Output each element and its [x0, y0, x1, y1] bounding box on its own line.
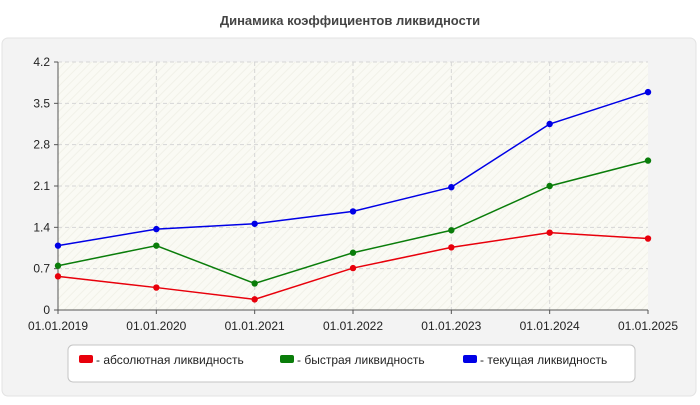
legend-label: - абсолютная ликвидность: [96, 353, 244, 367]
data-point: [54, 273, 62, 280]
data-point: [54, 242, 62, 249]
y-tick-label: 0: [43, 303, 50, 317]
x-tick-label: 01.01.2025: [618, 319, 678, 333]
legend-label: - текущая ликвидность: [480, 353, 607, 367]
data-point: [153, 225, 160, 233]
data-point: [448, 227, 455, 234]
data-point: [251, 280, 258, 287]
y-tick-label: 2.1: [33, 179, 50, 193]
data-point: [251, 296, 258, 303]
y-tick-label: 0.7: [33, 262, 50, 276]
data-point: [644, 235, 652, 242]
x-tick-label: 01.01.2023: [421, 319, 481, 333]
legend-swatch: [79, 355, 93, 363]
legend-label: - быстрая ликвидность: [297, 353, 425, 367]
x-tick-label: 01.01.2024: [520, 319, 580, 333]
legend-box: [67, 344, 636, 383]
y-tick-label: 3.5: [33, 96, 50, 110]
legend-swatch: [463, 355, 477, 363]
data-point: [546, 120, 553, 128]
data-point: [349, 249, 357, 256]
y-tick-label: 1.4: [33, 220, 50, 234]
data-point: [153, 242, 160, 249]
data-point: [546, 182, 553, 190]
chart-title: Динамика коэффициентов ликвидности: [220, 13, 480, 28]
data-point: [251, 220, 258, 227]
series-layer: [54, 88, 652, 303]
x-tick-label: 01.01.2021: [225, 319, 285, 333]
x-tick-label: 01.01.2022: [323, 319, 383, 333]
data-point: [54, 262, 62, 269]
y-tick-label: 2.8: [33, 138, 50, 152]
data-point: [644, 88, 652, 96]
data-point: [448, 244, 455, 251]
data-point: [153, 284, 160, 291]
data-point: [349, 208, 357, 215]
x-tick-label: 01.01.2019: [28, 319, 88, 333]
series-1: [54, 229, 652, 303]
legend-swatch: [280, 355, 294, 363]
legend: - абсолютная ликвидность - быстрая ликвид…: [67, 344, 636, 383]
data-point: [448, 183, 455, 191]
data-point: [546, 229, 553, 236]
series-2: [54, 157, 652, 287]
x-tick-label: 01.01.2020: [126, 319, 186, 333]
data-point: [349, 264, 357, 272]
series-3: [54, 88, 652, 249]
data-point: [644, 157, 652, 164]
y-tick-label: 4.2: [33, 55, 50, 69]
